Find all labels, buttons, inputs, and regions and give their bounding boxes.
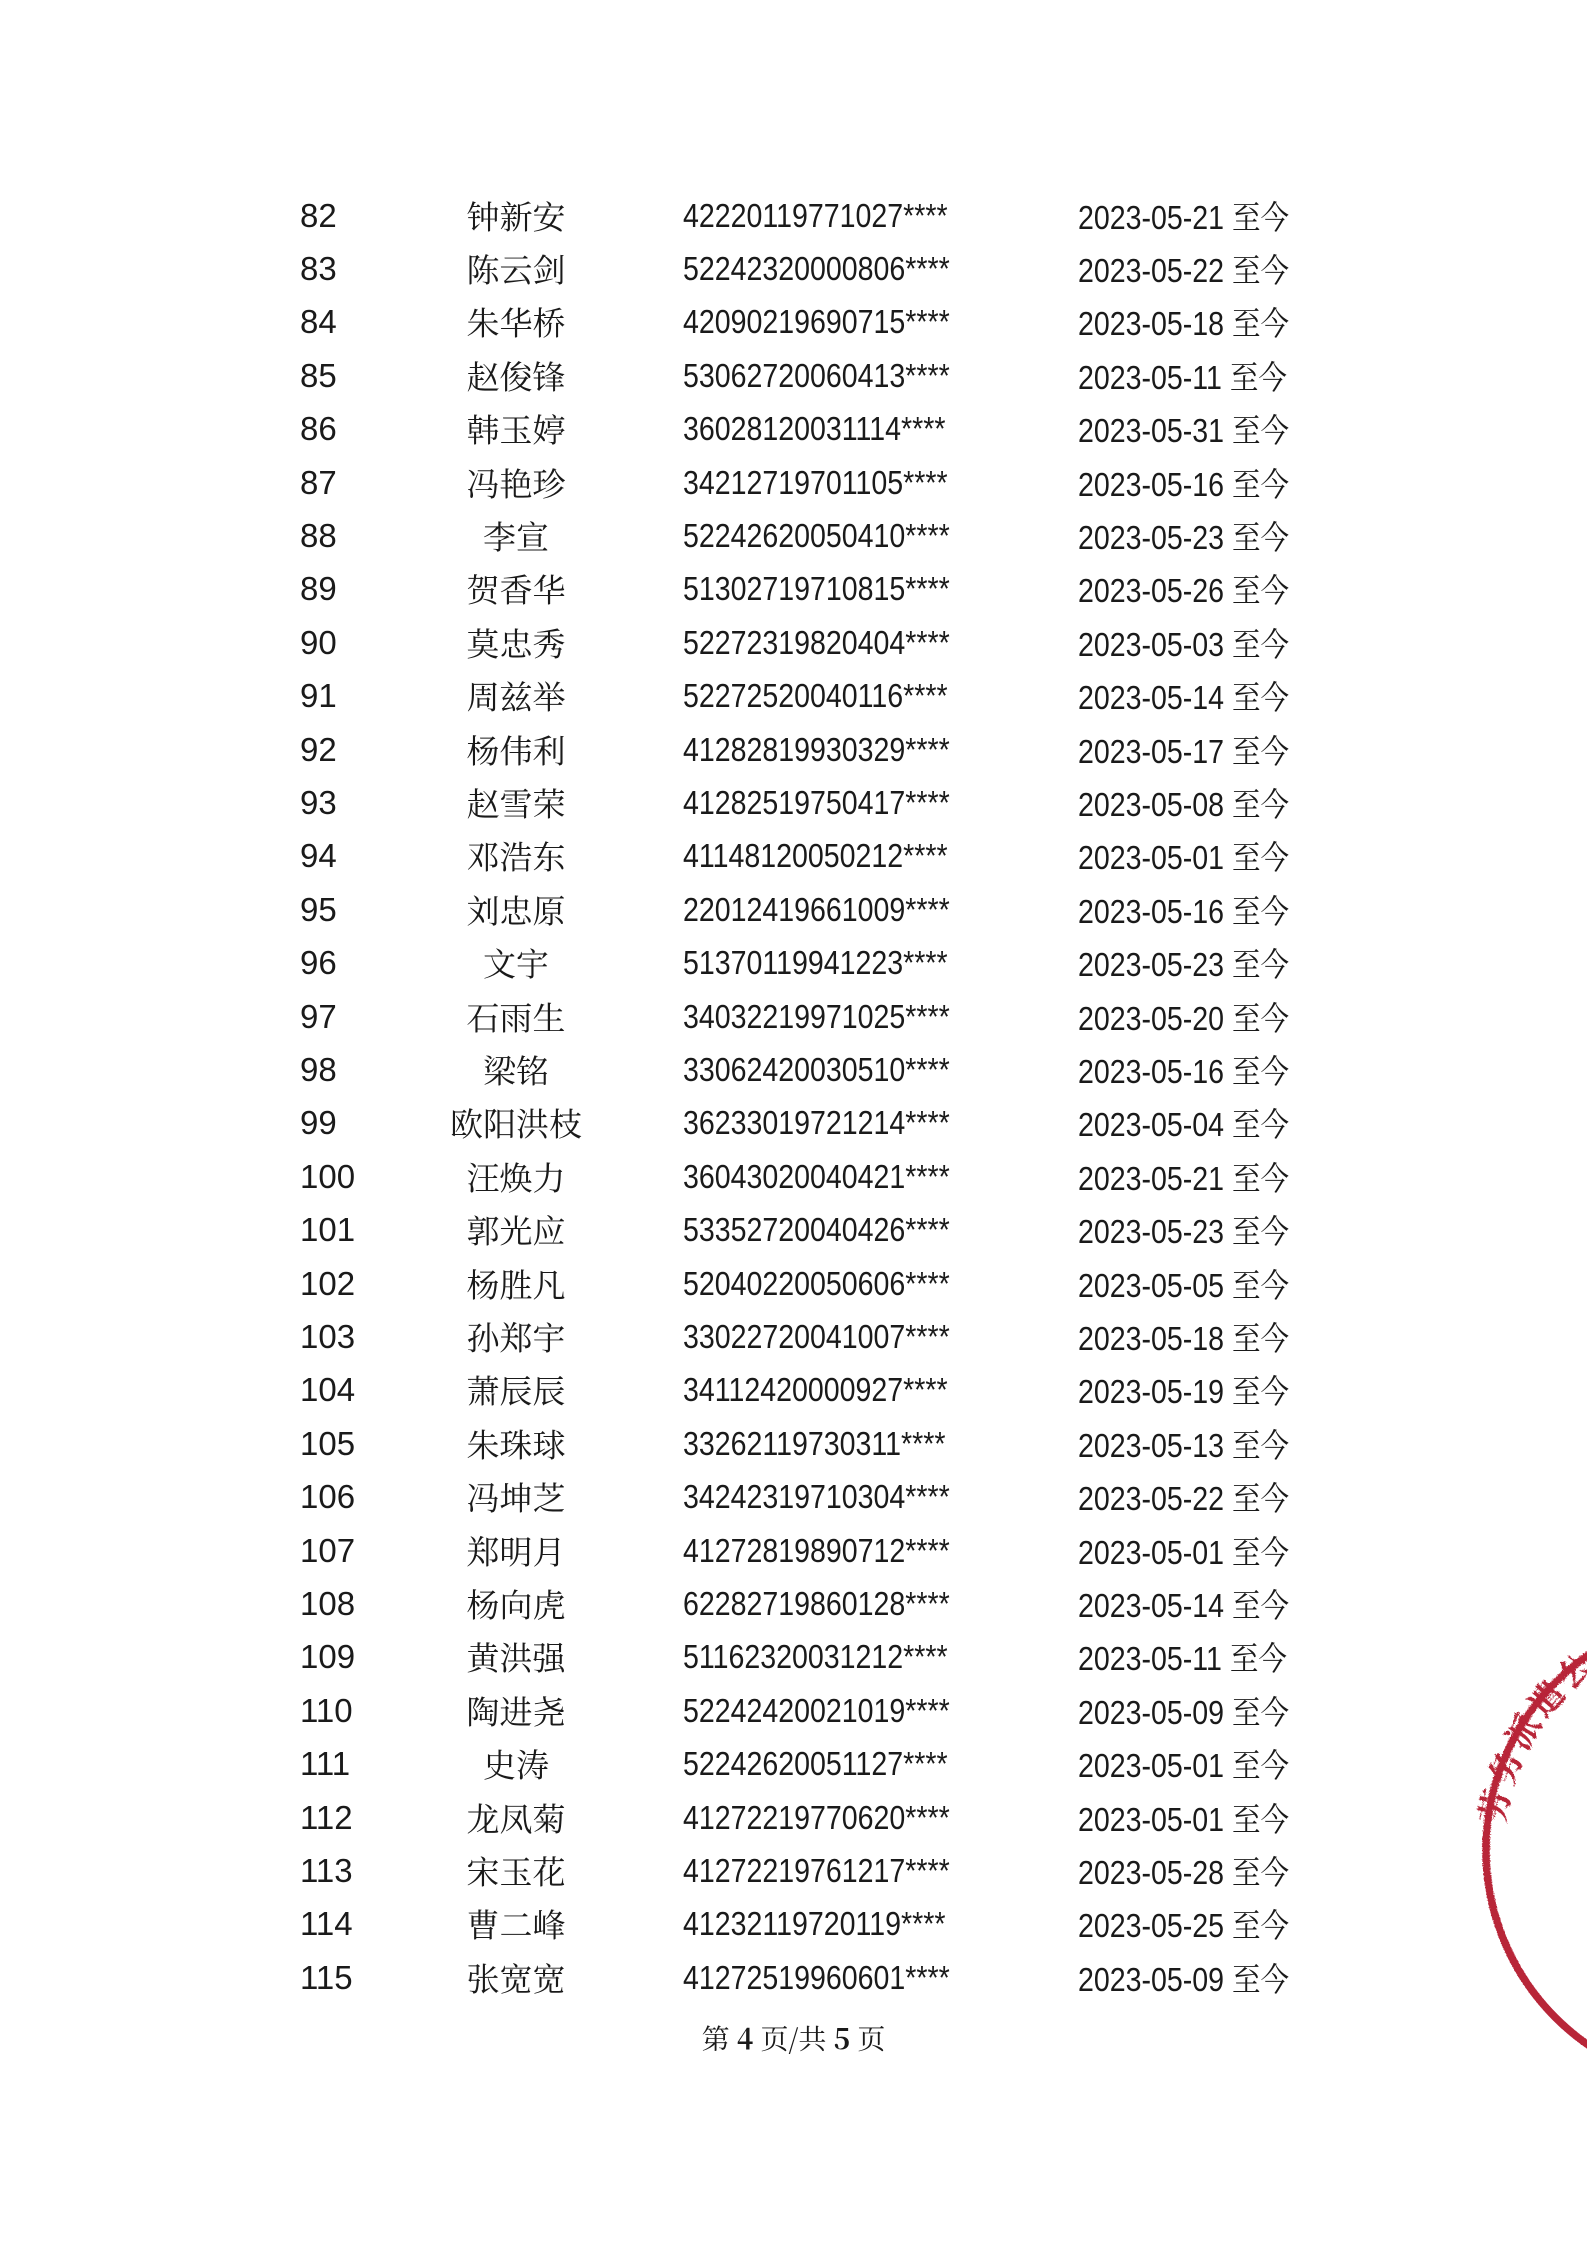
svg-text:劳务派遣公司: 劳务派遣公司 [1465, 1615, 1587, 1828]
